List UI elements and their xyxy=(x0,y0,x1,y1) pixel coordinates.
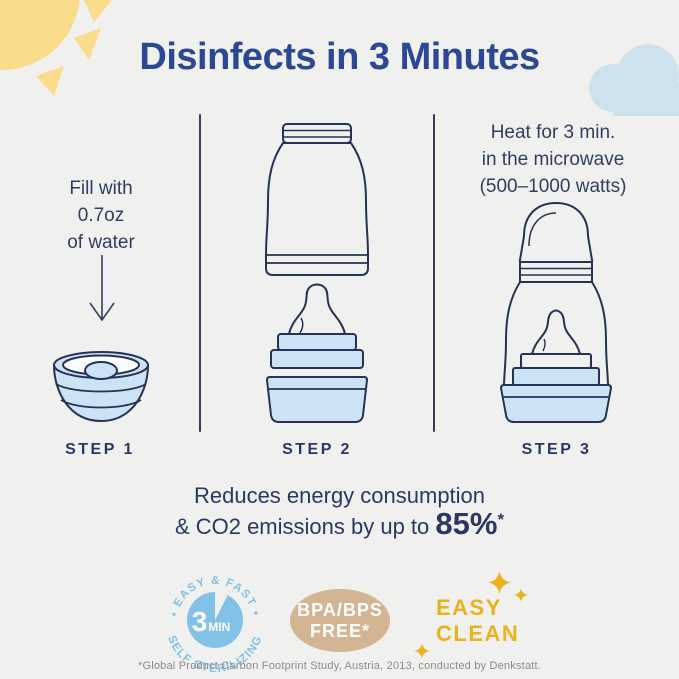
sterilizer-base xyxy=(265,376,369,423)
energy-claim-highlight: 85% xyxy=(435,506,498,541)
step2-label: STEP 2 xyxy=(282,441,352,458)
easy-clean-badge: EASY CLEAN xyxy=(412,569,542,667)
cloud-icon xyxy=(589,44,679,116)
energy-claim-line1: Reduces energy consumption xyxy=(193,483,486,508)
easy-clean-text: EASY CLEAN xyxy=(436,595,519,647)
bottle-body xyxy=(265,142,369,276)
nipple-inside xyxy=(530,309,582,355)
sparkle-icon xyxy=(414,643,430,659)
bpa-free-badge: BPA/BPS FREE* xyxy=(290,589,390,652)
step1-instruction: Fill with 0.7oz of water xyxy=(67,178,135,253)
timer-number: 3MIN xyxy=(192,606,231,637)
down-arrow-icon xyxy=(89,255,115,322)
energy-claim-line2: & CO2 emissions by up to 85%* xyxy=(174,506,505,541)
step1-label: STEP 1 xyxy=(65,441,135,458)
easy-clean-line2: CLEAN xyxy=(436,621,520,646)
bottle-body-right xyxy=(591,281,609,387)
footnote: *Global Product Carbon Footprint Study, … xyxy=(137,660,542,672)
timer-unit: MIN xyxy=(208,620,230,634)
collar-inside-lower xyxy=(512,367,600,386)
bowl-body xyxy=(52,364,150,423)
bpa-free-line1: BPA/BPS xyxy=(297,599,383,620)
page-title: Disinfects in 3 Minutes xyxy=(139,36,540,78)
sterilizer-base xyxy=(499,384,613,423)
bottle-collar-rings xyxy=(519,261,593,283)
bowl-illustration xyxy=(52,351,150,423)
bpa-free-line2: FREE* xyxy=(309,620,370,641)
timer-wedge xyxy=(215,589,229,620)
easy-clean-line1: EASY xyxy=(436,595,502,620)
collar-inside-upper xyxy=(520,353,592,369)
energy-claim: Reduces energy consumption & CO2 emissio… xyxy=(0,482,679,541)
nipple-shape xyxy=(287,283,347,335)
bottle-parts-illustration xyxy=(265,123,369,423)
assembled-bottle-illustration xyxy=(499,201,613,423)
step3-label: STEP 3 xyxy=(521,441,592,458)
self-sterilizing-badge: 3MIN • EASY & FAST • SELF STERILIZING xyxy=(165,575,264,673)
nipple-collar-lower xyxy=(270,349,364,369)
footnote-marker: * xyxy=(497,510,505,529)
step3-instruction: Heat for 3 min. in the microwave (500–10… xyxy=(479,122,627,197)
column-divider-left xyxy=(199,114,201,432)
nipple-collar-upper xyxy=(277,333,357,351)
bottle-body-left xyxy=(503,281,521,387)
sparkle-icon xyxy=(514,588,528,602)
column-divider-right xyxy=(433,114,435,432)
sparkle-icon xyxy=(488,571,511,594)
sun-icon xyxy=(0,0,112,96)
bottle-neck xyxy=(282,123,352,144)
bowl-center-dome xyxy=(84,361,118,380)
